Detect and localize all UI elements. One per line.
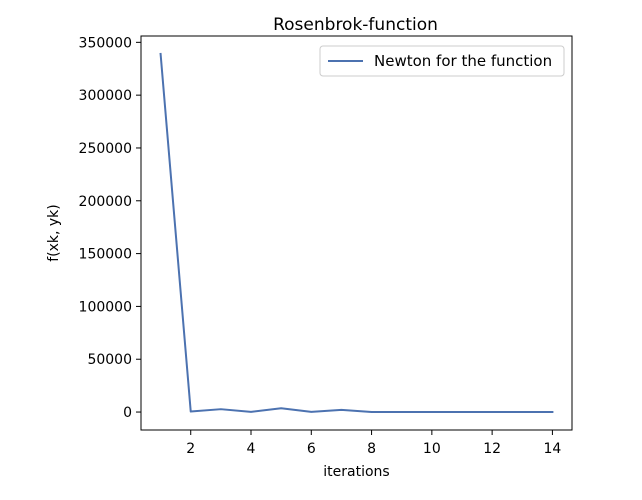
x-axis: 2 4 6 8 10 12 14 [186,430,561,457]
legend-series-label: Newton for the function [374,52,552,70]
x-axis-label: iterations [323,464,389,480]
y-tick-label: 50000 [87,352,132,368]
legend-box [319,45,565,77]
y-tick-label: 0 [123,405,132,421]
x-tick-label: 6 [307,441,316,457]
y-axis: 0 50000 100000 150000 200000 250000 300000 3500… [79,35,141,421]
y-tick-label: 200000 [79,194,132,210]
legend: Newton for the function [319,45,565,77]
plot-area-frame [140,35,573,431]
series-layer [159,52,554,414]
y-tick-label: 350000 [79,35,132,51]
y-tick-label: 100000 [79,299,132,315]
y-tick-label: 300000 [79,88,132,104]
series-line [159,52,554,414]
x-tick-label: 4 [247,441,256,457]
x-tick-label: 12 [483,441,501,457]
chart-title: Rosenbrok-function [273,15,438,35]
x-tick-label: 10 [423,441,441,457]
y-tick-label: 250000 [79,141,132,157]
x-tick-label: 8 [367,441,376,457]
y-axis-label: f(xk, yk) [46,204,62,262]
x-tick-label: 2 [186,441,195,457]
x-tick-label: 14 [543,441,561,457]
y-tick-label: 150000 [79,247,132,263]
